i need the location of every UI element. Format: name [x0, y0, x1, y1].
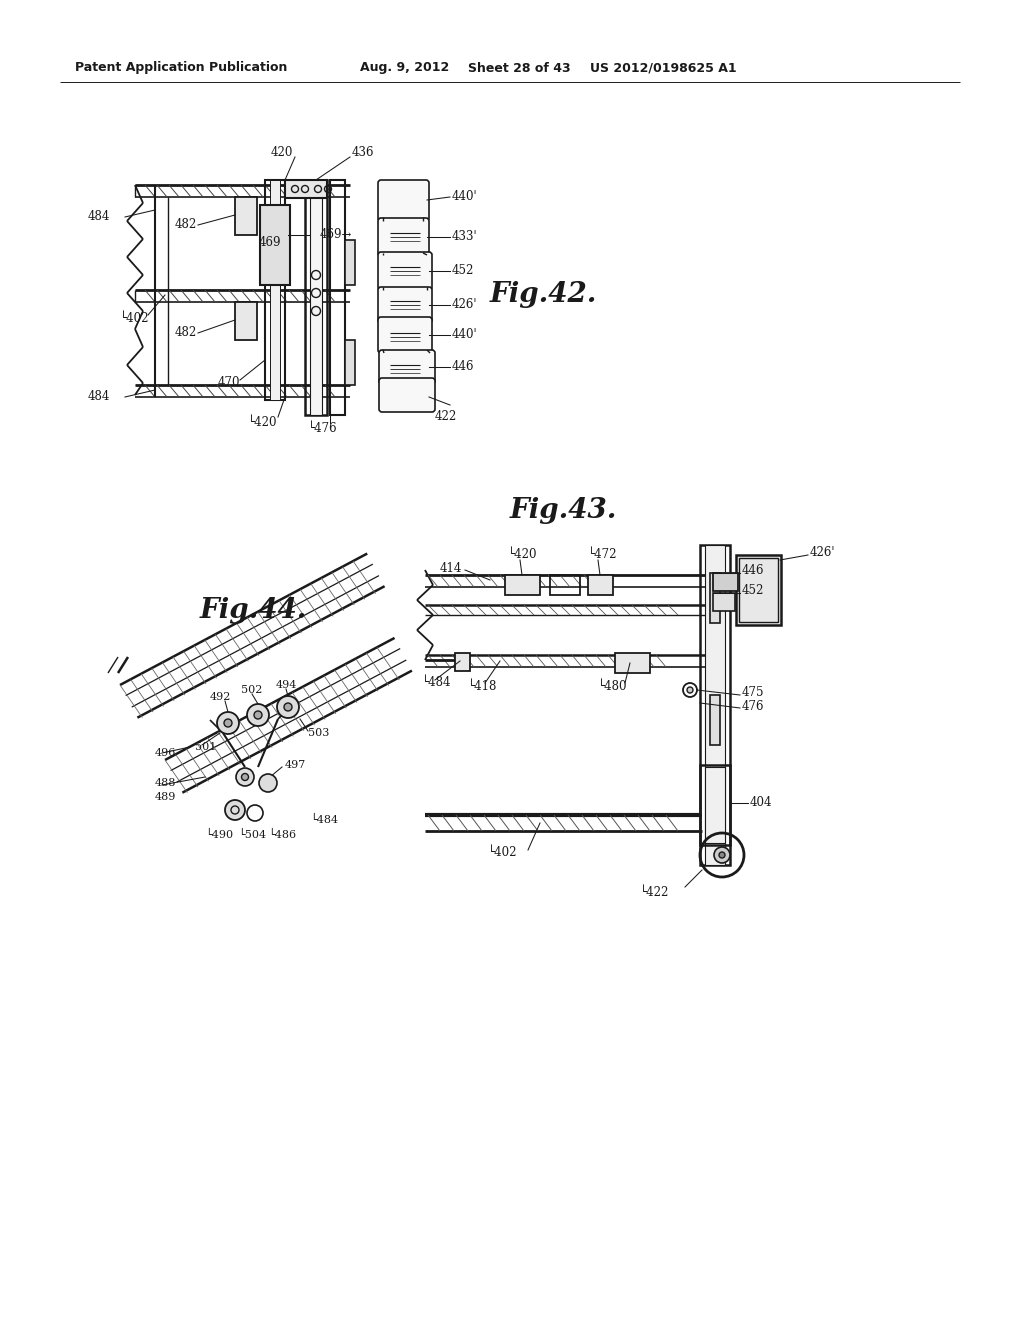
Text: 446: 446: [452, 360, 474, 374]
Text: 452: 452: [452, 264, 474, 277]
Bar: [588, 576, 613, 595]
FancyBboxPatch shape: [378, 286, 432, 323]
Text: └504: └504: [238, 830, 266, 840]
Text: └480: └480: [598, 681, 628, 693]
Circle shape: [242, 774, 249, 780]
Text: 488: 488: [155, 777, 176, 788]
Text: 497: 497: [285, 760, 306, 770]
Bar: [736, 554, 781, 624]
Bar: [713, 573, 738, 591]
Bar: [615, 653, 650, 673]
Bar: [713, 593, 735, 611]
Text: └402: └402: [488, 846, 517, 859]
Circle shape: [236, 768, 254, 785]
Circle shape: [259, 774, 278, 792]
Text: Patent Application Publication: Patent Application Publication: [75, 62, 288, 74]
Bar: [345, 240, 355, 285]
Text: 404: 404: [750, 796, 772, 809]
Text: 436: 436: [352, 147, 375, 160]
Circle shape: [217, 711, 239, 734]
Text: 503: 503: [308, 729, 330, 738]
Text: US 2012/0198625 A1: US 2012/0198625 A1: [590, 62, 736, 74]
FancyBboxPatch shape: [379, 350, 435, 384]
FancyBboxPatch shape: [378, 252, 432, 290]
Text: Fig.42.: Fig.42.: [490, 281, 597, 309]
Bar: [305, 180, 327, 414]
Bar: [705, 545, 725, 865]
Text: 501: 501: [195, 742, 216, 752]
FancyBboxPatch shape: [379, 378, 435, 412]
Circle shape: [719, 851, 725, 858]
Text: 426': 426': [810, 546, 836, 560]
Text: 420: 420: [270, 147, 293, 160]
Text: 475: 475: [742, 686, 765, 700]
Text: 469→: 469→: [319, 228, 352, 242]
Text: └476: └476: [308, 422, 338, 436]
Text: 440': 440': [452, 190, 477, 203]
Text: 440': 440': [452, 329, 477, 342]
Text: 494: 494: [275, 680, 297, 690]
Circle shape: [224, 719, 232, 727]
Bar: [234, 197, 257, 235]
Text: 426': 426': [452, 298, 477, 312]
Bar: [285, 180, 327, 198]
Bar: [705, 767, 725, 843]
Text: └484: └484: [310, 814, 338, 825]
Text: 470: 470: [218, 376, 241, 389]
Text: └418: └418: [468, 681, 498, 693]
Text: Fig.44.: Fig.44.: [200, 597, 307, 623]
Bar: [265, 180, 285, 400]
Bar: [330, 180, 345, 414]
Text: 482: 482: [175, 326, 198, 339]
Bar: [345, 341, 355, 385]
Text: └472: └472: [588, 549, 617, 561]
Text: 489: 489: [155, 792, 176, 803]
Bar: [739, 558, 778, 622]
FancyBboxPatch shape: [378, 218, 429, 256]
Circle shape: [284, 704, 292, 711]
Text: 469: 469: [259, 236, 282, 249]
Circle shape: [687, 686, 693, 693]
Text: └484: └484: [422, 676, 452, 689]
Text: 414: 414: [440, 561, 463, 574]
Text: 422: 422: [435, 411, 458, 424]
Text: └420: └420: [508, 549, 538, 561]
Text: 502: 502: [242, 685, 263, 696]
Text: Sheet 28 of 43: Sheet 28 of 43: [468, 62, 570, 74]
Text: 484: 484: [88, 391, 111, 404]
Circle shape: [254, 711, 262, 719]
Circle shape: [714, 847, 730, 863]
Text: 484: 484: [88, 210, 111, 223]
Text: 452: 452: [742, 585, 764, 598]
Text: Fig.43.: Fig.43.: [510, 496, 617, 524]
Bar: [700, 545, 730, 865]
Circle shape: [278, 696, 299, 718]
Bar: [234, 302, 257, 341]
Text: └490: └490: [205, 830, 233, 840]
Text: 433': 433': [452, 231, 477, 243]
FancyBboxPatch shape: [378, 180, 429, 220]
Bar: [710, 696, 720, 744]
Text: 496: 496: [155, 748, 176, 758]
Bar: [710, 573, 720, 623]
Bar: [260, 205, 290, 285]
Text: └422: └422: [640, 887, 670, 899]
Bar: [455, 653, 470, 671]
Text: 476: 476: [742, 700, 765, 713]
Bar: [270, 180, 280, 400]
Text: └402: └402: [120, 312, 150, 325]
FancyBboxPatch shape: [378, 317, 432, 352]
Circle shape: [225, 800, 245, 820]
Text: 492: 492: [209, 692, 230, 702]
Circle shape: [247, 704, 269, 726]
Text: Aug. 9, 2012: Aug. 9, 2012: [360, 62, 450, 74]
Bar: [550, 576, 580, 595]
Text: 446: 446: [742, 565, 765, 578]
Bar: [310, 180, 322, 414]
Text: └420: └420: [248, 417, 278, 429]
Bar: [700, 766, 730, 845]
Text: 482: 482: [175, 219, 198, 231]
Text: └486: └486: [268, 830, 296, 840]
Bar: [505, 576, 540, 595]
